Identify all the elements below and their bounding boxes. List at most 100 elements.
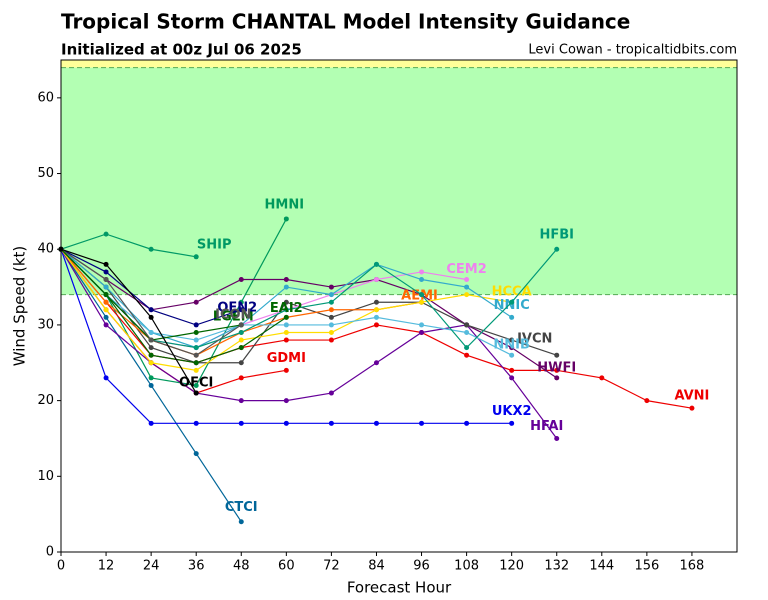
model-point [238, 307, 244, 313]
model-point [464, 277, 470, 283]
model-point [283, 277, 289, 283]
model-point [419, 277, 425, 283]
model-point [193, 329, 199, 335]
x-tick-label: 84 [368, 559, 385, 574]
model-point [464, 345, 470, 351]
model-line [60, 248, 558, 379]
chart-title: Tropical Storm CHANTAL Model Intensity G… [61, 10, 630, 34]
model-point [148, 314, 154, 320]
plot-frame [60, 59, 738, 553]
model-point [148, 375, 154, 381]
model-point [419, 420, 425, 426]
model-point [193, 345, 199, 351]
model-label: SHIP [197, 237, 232, 252]
model-label: OEN2 [217, 300, 257, 315]
model-point [238, 398, 244, 404]
x-tick-label: 108 [454, 559, 479, 574]
model-point [193, 367, 199, 373]
model-label: ICON [215, 307, 251, 322]
model-point [328, 329, 334, 335]
model-point [103, 307, 109, 313]
model-point [328, 292, 334, 298]
model-point [193, 254, 199, 260]
model-point [373, 360, 379, 366]
model-point [509, 314, 515, 320]
model-point [509, 367, 515, 373]
model-point [283, 420, 289, 426]
model-label: CTCI [225, 500, 258, 515]
model-label: HCCA [492, 285, 532, 300]
model-point [238, 375, 244, 381]
model-point [148, 360, 154, 366]
model-point [283, 329, 289, 335]
model-point [148, 307, 154, 313]
x-tick-label: 36 [188, 559, 205, 574]
model-point [373, 307, 379, 313]
model-point [283, 299, 289, 305]
y-tick-label: 20 [37, 393, 54, 408]
model-point [464, 322, 470, 328]
model-label: NNIC [494, 298, 530, 313]
model-point [464, 284, 470, 290]
model-point [148, 337, 154, 343]
model-point [328, 314, 334, 320]
model-point [283, 284, 289, 290]
model-point [554, 375, 560, 381]
model-label: AEMI [401, 289, 438, 304]
model-label: HMNI [265, 197, 305, 212]
model-point [148, 382, 154, 388]
model-point [509, 337, 515, 343]
model-point [238, 519, 244, 525]
model-point [373, 420, 379, 426]
y-tick-label: 60 [37, 90, 54, 105]
model-point [328, 337, 334, 343]
model-point [238, 337, 244, 343]
model-point [419, 322, 425, 328]
model-label: HWFI [537, 360, 576, 375]
model-label: HFAI [530, 419, 563, 434]
model-point [193, 299, 199, 305]
x-tick-label: 60 [278, 559, 295, 574]
x-tick-label: 72 [323, 559, 340, 574]
model-line [60, 233, 197, 258]
model-point [554, 246, 560, 252]
model-label: GDMI [267, 351, 306, 366]
intensity-band [61, 60, 737, 68]
model-point [148, 246, 154, 252]
model-point [373, 322, 379, 328]
model-label: CEM2 [446, 262, 486, 277]
model-point [58, 246, 64, 252]
x-tick-label: 132 [544, 559, 569, 574]
model-point [373, 261, 379, 267]
model-point [238, 277, 244, 283]
model-point [148, 345, 154, 351]
model-point [193, 360, 199, 366]
model-label: EAI2 [270, 301, 303, 316]
model-point [283, 307, 289, 313]
model-point [103, 231, 109, 237]
model-point [103, 277, 109, 283]
model-label: LGEM [213, 309, 254, 324]
model-point [464, 292, 470, 298]
x-tick-label: 24 [143, 559, 160, 574]
model-point [554, 352, 560, 358]
model-point [509, 299, 515, 305]
model-point [373, 314, 379, 320]
model-point [464, 352, 470, 358]
model-point [193, 390, 199, 396]
x-tick-label: 48 [233, 559, 250, 574]
y-tick-label: 0 [46, 545, 54, 560]
model-point [193, 352, 199, 358]
model-point [328, 284, 334, 290]
model-point [509, 352, 515, 358]
model-point [554, 367, 560, 373]
model-point [148, 329, 154, 335]
model-label: IVCN [517, 332, 552, 347]
model-point [509, 375, 515, 381]
model-point [193, 322, 199, 328]
credit: Levi Cowan - tropicaltidbits.com [528, 43, 737, 58]
model-line [60, 248, 557, 364]
y-tick-label: 50 [37, 166, 54, 181]
